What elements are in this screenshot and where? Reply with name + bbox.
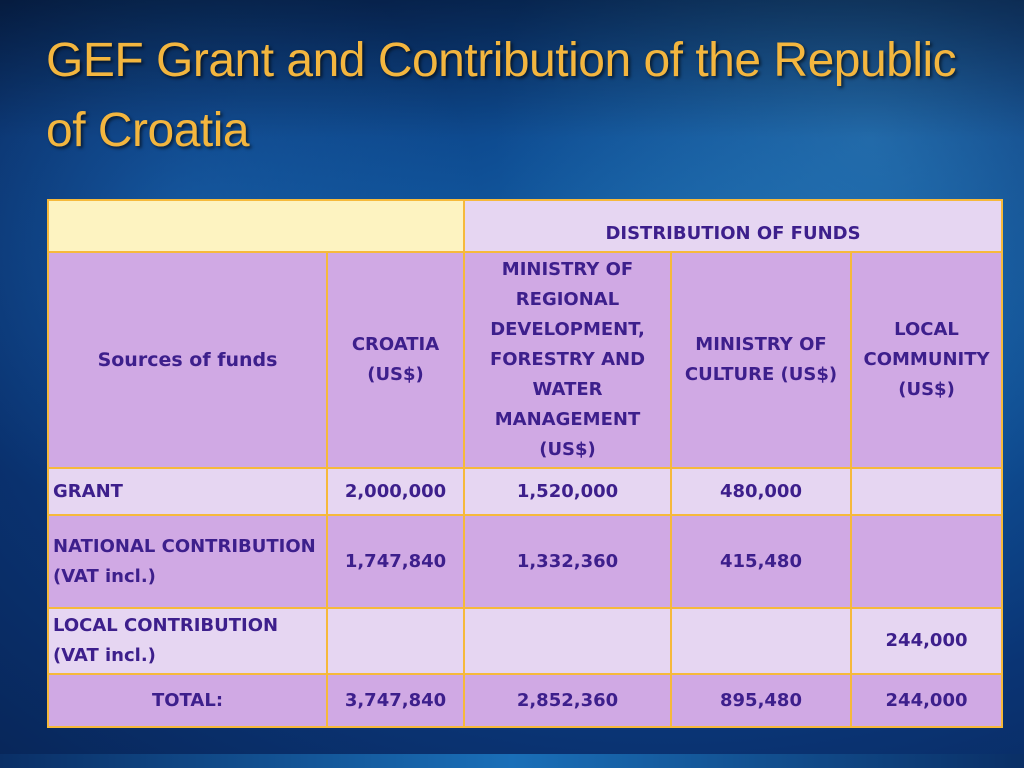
table-row: GRANT 2,000,000 1,520,000 480,000 — [47, 467, 1004, 516]
blank-header-cell — [47, 199, 465, 253]
cell-ministry-regional: 1,520,000 — [463, 467, 672, 516]
column-header-row: Sources of funds CROATIA (US$) MINISTRY … — [47, 251, 1004, 469]
table-row: LOCAL CONTRIBUTION (VAT incl.) 244,000 — [47, 607, 1004, 675]
distribution-header: DISTRIBUTION OF FUNDS — [462, 199, 1004, 253]
cell-ministry-regional — [463, 607, 672, 675]
cell-ministry-culture: 415,480 — [670, 514, 852, 609]
slide-title: GEF Grant and Contribution of the Republ… — [46, 34, 957, 157]
funds-table: DISTRIBUTION OF FUNDS Sources of funds C… — [47, 199, 1004, 728]
cell-ministry-regional: 2,852,360 — [463, 673, 672, 728]
cell-ministry-regional: 1,332,360 — [463, 514, 672, 609]
cell-local-community: 244,000 — [849, 607, 1004, 675]
cell-croatia: 3,747,840 — [326, 673, 465, 728]
cell-croatia: 2,000,000 — [326, 467, 465, 516]
sources-header: Sources of funds — [47, 251, 328, 469]
ministry-culture-header: MINISTRY OF CULTURE (US$) — [670, 251, 852, 469]
total-label: TOTAL: — [47, 673, 328, 728]
cell-local-community: 244,000 — [849, 673, 1004, 728]
bottom-band — [0, 754, 1024, 768]
local-community-header: LOCAL COMMUNITY (US$) — [849, 251, 1004, 469]
cell-croatia: 1,747,840 — [326, 514, 465, 609]
cell-croatia — [326, 607, 465, 675]
row-label: LOCAL CONTRIBUTION (VAT incl.) — [47, 607, 328, 675]
total-row: TOTAL: 3,747,840 2,852,360 895,480 244,0… — [47, 673, 1004, 728]
croatia-header: CROATIA (US$) — [326, 251, 465, 469]
row-label: GRANT — [47, 467, 328, 516]
cell-local-community — [849, 514, 1004, 609]
cell-local-community — [849, 467, 1004, 516]
cell-ministry-culture: 480,000 — [670, 467, 852, 516]
cell-ministry-culture — [670, 607, 852, 675]
row-label: NATIONAL CONTRIBUTION (VAT incl.) — [47, 514, 328, 609]
table-row: NATIONAL CONTRIBUTION (VAT incl.) 1,747,… — [47, 514, 1004, 609]
table-header-row: DISTRIBUTION OF FUNDS — [47, 199, 1004, 253]
cell-ministry-culture: 895,480 — [670, 673, 852, 728]
ministry-regional-header: MINISTRY OF REGIONAL DEVELOPMENT, FOREST… — [463, 251, 672, 469]
